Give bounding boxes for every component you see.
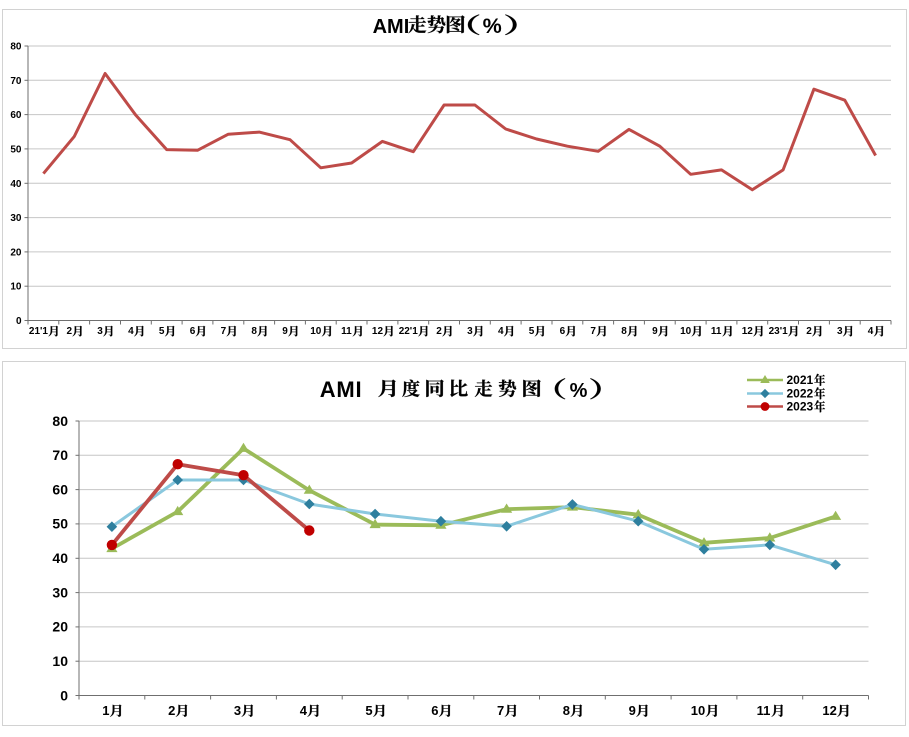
svg-text:10: 10 xyxy=(10,282,22,293)
svg-text:0: 0 xyxy=(60,687,68,703)
svg-text:7: 7 xyxy=(497,703,504,718)
svg-text:10: 10 xyxy=(310,326,322,337)
svg-text:40: 40 xyxy=(52,550,68,566)
svg-text:4: 4 xyxy=(498,326,504,337)
svg-text:40: 40 xyxy=(10,179,22,190)
svg-text:AMI: AMI xyxy=(320,377,363,402)
svg-text:20: 20 xyxy=(10,247,22,258)
svg-text:7: 7 xyxy=(221,326,227,337)
svg-text:11: 11 xyxy=(341,326,352,337)
svg-text:6: 6 xyxy=(190,326,196,337)
svg-text:30: 30 xyxy=(52,584,68,600)
svg-text:8: 8 xyxy=(251,326,257,337)
svg-text:6: 6 xyxy=(431,703,438,718)
svg-text:AMI: AMI xyxy=(373,16,410,38)
svg-text:0: 0 xyxy=(16,316,22,327)
svg-text:2: 2 xyxy=(806,326,812,337)
svg-text:1: 1 xyxy=(102,703,109,718)
svg-text:80: 80 xyxy=(52,413,68,429)
svg-text:%: % xyxy=(570,380,588,402)
svg-text:11: 11 xyxy=(757,703,771,718)
svg-text:20: 20 xyxy=(52,619,68,635)
svg-text:50: 50 xyxy=(10,144,22,155)
svg-text:2023: 2023 xyxy=(787,400,814,414)
svg-text:3: 3 xyxy=(234,703,241,718)
svg-text:4: 4 xyxy=(128,326,134,337)
svg-text:8: 8 xyxy=(621,326,627,337)
svg-text:3: 3 xyxy=(97,326,103,337)
svg-text:22'1: 22'1 xyxy=(399,326,419,337)
svg-text:4: 4 xyxy=(868,326,874,337)
svg-text:23'1: 23'1 xyxy=(769,326,789,337)
svg-text:60: 60 xyxy=(52,481,68,497)
svg-text:80: 80 xyxy=(10,42,22,53)
svg-text:2021: 2021 xyxy=(787,373,814,387)
svg-text:21'1: 21'1 xyxy=(29,326,49,337)
svg-text:12: 12 xyxy=(822,703,836,718)
svg-text:10: 10 xyxy=(691,703,705,718)
svg-text:30: 30 xyxy=(10,213,22,224)
svg-text:60: 60 xyxy=(10,110,22,121)
svg-text:5: 5 xyxy=(365,703,372,718)
svg-text:9: 9 xyxy=(629,703,636,718)
svg-text:12: 12 xyxy=(742,326,754,337)
svg-text:4: 4 xyxy=(300,703,308,718)
svg-text:70: 70 xyxy=(52,447,68,463)
svg-text:8: 8 xyxy=(563,703,570,718)
svg-text:2022: 2022 xyxy=(787,387,814,401)
svg-text:50: 50 xyxy=(52,516,68,532)
svg-text:9: 9 xyxy=(652,326,658,337)
svg-text:3: 3 xyxy=(837,326,843,337)
svg-text:7: 7 xyxy=(590,326,596,337)
svg-text:5: 5 xyxy=(159,326,165,337)
svg-text:5: 5 xyxy=(529,326,535,337)
svg-text:2: 2 xyxy=(168,703,175,718)
svg-text:12: 12 xyxy=(372,326,384,337)
svg-text:10: 10 xyxy=(680,326,692,337)
svg-text:10: 10 xyxy=(52,653,68,669)
svg-text:11: 11 xyxy=(711,326,722,337)
svg-text:9: 9 xyxy=(282,326,288,337)
svg-text:6: 6 xyxy=(560,326,566,337)
svg-text:%: % xyxy=(483,14,502,38)
svg-text:2: 2 xyxy=(436,326,442,337)
svg-text:3: 3 xyxy=(467,326,473,337)
svg-text:2: 2 xyxy=(67,326,73,337)
svg-text:70: 70 xyxy=(10,76,22,87)
